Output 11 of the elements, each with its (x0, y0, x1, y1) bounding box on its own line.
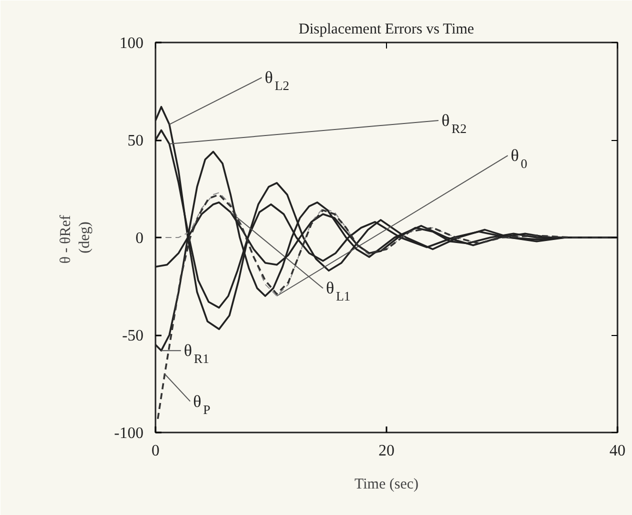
x-axis-title: Time (sec) (354, 476, 419, 492)
chart-title: Displacement Errors vs Time (298, 22, 474, 38)
x-tick-label: 20 (378, 442, 394, 460)
x-tick-label: 40 (610, 442, 626, 460)
y-tick-label: 0 (136, 230, 144, 247)
y-axis-title: θ - θRef (deg) (58, 215, 94, 264)
x-tick-label: 0 (152, 442, 160, 460)
y-tick-label: 50 (128, 132, 144, 150)
y-tick-label: -50 (122, 328, 144, 344)
y-tick-label: 100 (120, 35, 144, 52)
y-tick-label: -100 (114, 425, 144, 442)
